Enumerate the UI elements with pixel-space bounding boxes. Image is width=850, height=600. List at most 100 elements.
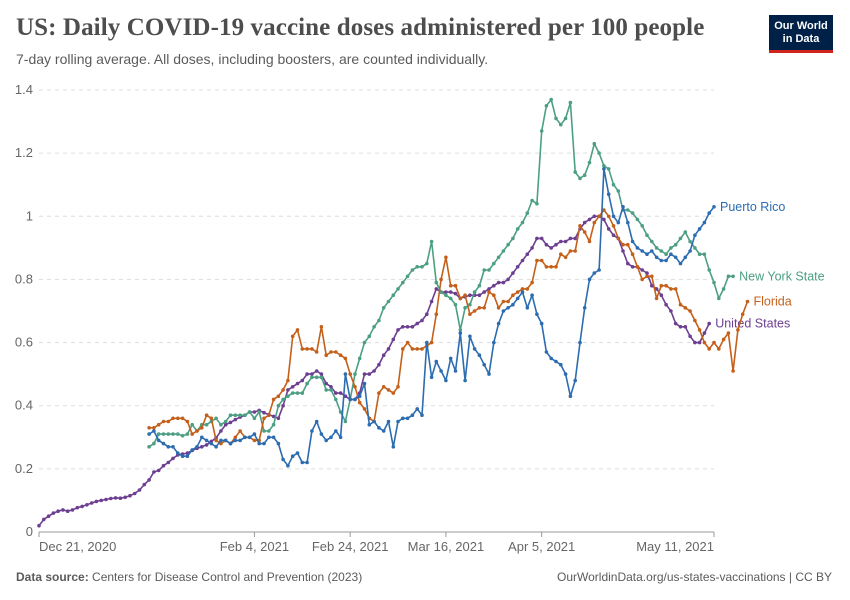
data-point — [314, 375, 319, 380]
data-point — [688, 239, 692, 244]
data-point — [597, 268, 601, 272]
data-point — [645, 274, 649, 279]
data-point — [736, 328, 740, 332]
data-point — [147, 426, 151, 430]
data-point — [324, 388, 329, 392]
data-point — [549, 246, 553, 250]
data-point — [152, 429, 156, 433]
data-point — [482, 268, 487, 272]
logo-line-1: Our World — [774, 20, 828, 32]
data-point — [132, 491, 137, 496]
data-point — [702, 331, 707, 335]
data-point — [487, 287, 491, 291]
data-point — [324, 438, 329, 443]
data-point — [482, 290, 487, 294]
data-point — [707, 347, 711, 351]
data-point — [448, 290, 453, 294]
source-text[interactable]: Centers for Disease Control and Preventi… — [92, 570, 363, 584]
data-point — [745, 299, 750, 304]
data-point — [262, 429, 266, 433]
data-point — [156, 422, 161, 427]
data-point — [669, 246, 673, 250]
data-point — [582, 220, 587, 225]
data-point — [190, 432, 194, 436]
data-point — [410, 325, 415, 329]
data-point — [104, 497, 108, 502]
data-point — [204, 413, 209, 418]
data-point — [415, 407, 420, 411]
data-point — [295, 391, 300, 395]
data-point — [597, 214, 601, 219]
data-point — [650, 239, 654, 244]
data-point — [659, 283, 664, 288]
data-point — [310, 375, 314, 380]
data-point — [434, 280, 439, 285]
data-point — [544, 242, 549, 247]
data-point — [252, 432, 257, 436]
data-point — [458, 328, 463, 332]
data-point — [37, 523, 41, 528]
data-point — [372, 419, 376, 424]
data-point — [717, 347, 721, 351]
y-tick-label: 0.8 — [15, 271, 33, 286]
data-point — [582, 306, 587, 310]
data-point — [305, 381, 309, 386]
data-point — [626, 208, 630, 212]
data-point — [444, 378, 448, 383]
data-point — [721, 337, 726, 342]
data-point — [645, 252, 649, 256]
data-point — [353, 397, 357, 402]
data-point — [544, 350, 549, 354]
data-point — [276, 403, 281, 408]
data-point — [338, 391, 343, 395]
data-point — [511, 271, 515, 275]
data-point — [319, 432, 324, 436]
data-point — [673, 287, 678, 291]
data-point — [621, 242, 625, 247]
data-point — [42, 517, 46, 522]
data-point — [525, 252, 530, 256]
data-point — [520, 290, 525, 294]
data-point — [324, 381, 329, 386]
data-point — [444, 290, 448, 294]
data-point — [396, 419, 400, 424]
source-url[interactable]: OurWorldinData.org/us-states-vaccination… — [557, 570, 832, 584]
data-point — [401, 347, 405, 351]
data-point — [717, 296, 721, 301]
data-point — [453, 291, 458, 296]
data-point — [281, 397, 285, 402]
data-point — [712, 205, 716, 209]
data-point — [204, 443, 209, 447]
data-point — [587, 277, 592, 282]
data-point — [472, 309, 477, 313]
data-point — [444, 293, 448, 298]
data-point — [401, 325, 405, 329]
data-point — [573, 170, 577, 174]
data-point — [448, 356, 453, 361]
data-point — [554, 359, 558, 364]
data-point — [707, 268, 711, 272]
data-point — [156, 468, 161, 473]
data-point — [482, 362, 487, 367]
data-point — [683, 255, 688, 260]
data-point — [161, 419, 166, 424]
data-point — [530, 293, 534, 298]
x-tick-label: Mar 16, 2021 — [408, 539, 485, 554]
data-point — [200, 445, 204, 449]
data-point — [712, 340, 716, 345]
data-point — [434, 287, 439, 291]
data-point — [535, 258, 539, 263]
data-point — [185, 432, 190, 436]
data-point — [113, 496, 118, 500]
data-point — [496, 280, 501, 285]
owid-logo[interactable]: Our World in Data — [769, 15, 833, 53]
data-point — [626, 242, 630, 247]
data-point — [80, 504, 84, 509]
data-point — [635, 217, 640, 222]
y-tick-label: 1.4 — [15, 82, 33, 97]
data-point — [487, 372, 491, 376]
data-point — [396, 328, 400, 332]
data-point — [381, 429, 386, 433]
data-point — [592, 220, 597, 225]
